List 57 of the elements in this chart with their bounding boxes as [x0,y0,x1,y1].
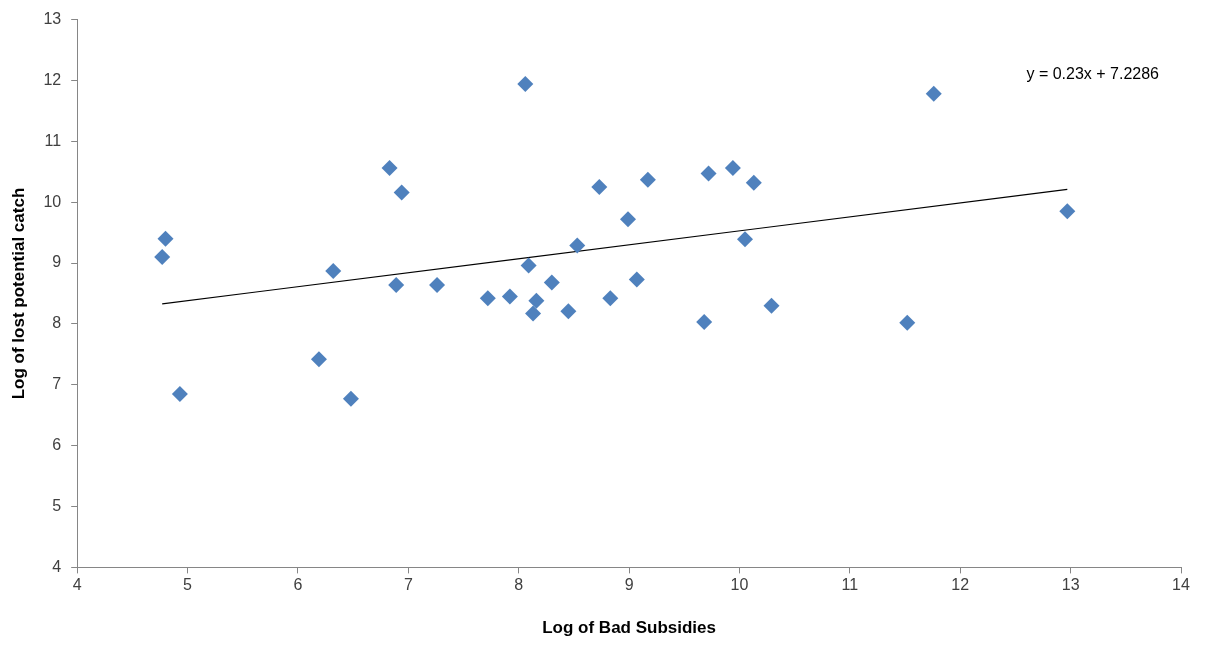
x-tick-label: 14 [1172,576,1190,594]
y-tick-label: 8 [52,314,62,332]
annotation: y = 0.23x + 7.2286 [1026,65,1160,83]
point [543,274,560,291]
x-tick-label: 9 [624,576,634,594]
y-axis-title: Log of lost potential catch [8,187,28,400]
y-tick-label: 12 [43,70,62,88]
point [745,174,762,191]
point [525,305,542,322]
x-tick-label: 12 [951,576,970,594]
point [520,257,537,274]
point [342,390,359,407]
point [724,160,741,177]
point [171,385,188,402]
point [388,276,405,293]
point [517,76,534,93]
point [591,178,608,195]
point [899,314,916,331]
x-axis-title: Log of Bad Subsidies [542,618,716,638]
x-tick-label: 6 [293,576,303,594]
y-tick-label: 7 [52,375,62,393]
point [763,297,780,314]
y-tick-label: 6 [52,436,62,454]
point [628,271,645,288]
y-tick-label: 9 [52,253,62,271]
point [157,230,174,247]
point [429,276,446,293]
x-tick-label: 10 [730,576,749,594]
y-tick-label: 10 [43,192,62,210]
point [1059,203,1076,220]
y-tick-label: 13 [43,10,62,28]
point [620,211,636,228]
y-tick-label: 11 [44,131,62,149]
point [602,290,619,307]
point [925,85,942,102]
point [569,237,586,254]
point [696,314,713,331]
point [737,231,753,248]
point [501,288,518,305]
point [154,248,171,265]
point [325,262,342,279]
x-tick-label: 5 [183,576,193,594]
point [700,165,717,182]
x-tick-label: 8 [514,576,524,594]
x-tick-label: 4 [72,576,82,594]
x-tick-label: 7 [403,576,413,594]
point [639,171,656,188]
point [310,351,327,368]
x-tick-label: 11 [841,576,859,594]
point [560,303,577,320]
point [528,292,545,309]
point [393,184,410,201]
y-tick-label: 4 [52,557,62,575]
point [479,290,496,307]
point [381,160,398,177]
y-tick-label: 5 [52,496,62,514]
x-tick-label: 13 [1061,576,1080,594]
